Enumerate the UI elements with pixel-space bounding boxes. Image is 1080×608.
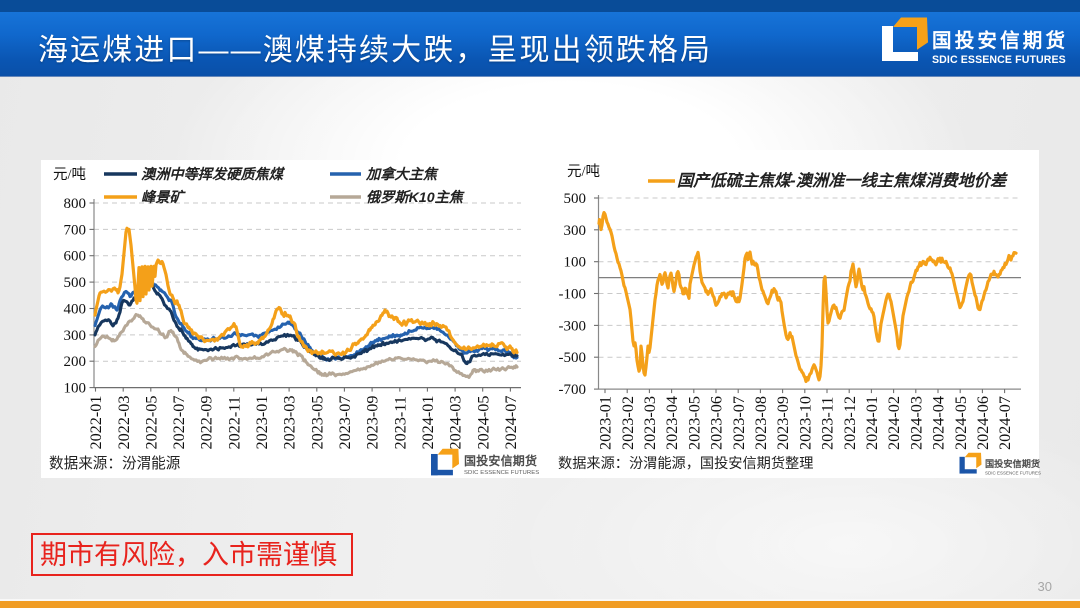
svg-text:数据来源：汾渭能源: 数据来源：汾渭能源 [49,455,181,472]
svg-text:加拿大主焦: 加拿大主焦 [365,166,439,183]
svg-text:2023-03: 2023-03 [281,396,299,450]
svg-text:2023-03: 2023-03 [641,396,659,450]
svg-text:2024-03: 2024-03 [447,396,465,450]
svg-text:-100: -100 [559,287,587,303]
svg-text:2024-02: 2024-02 [885,396,903,450]
svg-text:2023-12: 2023-12 [841,396,859,450]
svg-text:2023-09: 2023-09 [774,396,792,450]
svg-text:2024-04: 2024-04 [930,396,948,450]
svg-text:2022-01: 2022-01 [87,396,105,450]
svg-text:300: 300 [64,328,87,344]
svg-text:SDIC ESSENCE FUTURES: SDIC ESSENCE FUTURES [932,54,1066,66]
svg-text:-700: -700 [559,382,587,398]
svg-text:国产低硫主焦煤-澳洲准一线主焦煤消费地价差: 国产低硫主焦煤-澳洲准一线主焦煤消费地价差 [677,171,1008,190]
svg-text:国投安信期货: 国投安信期货 [985,458,1040,469]
svg-text:2023-06: 2023-06 [708,396,726,450]
svg-text:200: 200 [64,354,87,370]
svg-text:国投安信期货: 国投安信期货 [464,453,537,468]
svg-text:300: 300 [564,223,587,239]
svg-text:500: 500 [564,191,587,207]
svg-text:2023-09: 2023-09 [364,396,382,450]
svg-text:SDIC ESSENCE FUTURES: SDIC ESSENCE FUTURES [985,471,1041,476]
svg-text:2022-07: 2022-07 [170,396,188,450]
svg-text:2024-05: 2024-05 [474,396,492,450]
svg-text:2022-09: 2022-09 [198,396,216,450]
svg-text:峰景矿: 峰景矿 [141,189,186,206]
svg-text:2023-07: 2023-07 [730,396,748,450]
svg-text:2024-05: 2024-05 [952,396,970,450]
svg-text:2023-01: 2023-01 [253,396,271,450]
svg-text:元/吨: 元/吨 [567,163,600,180]
svg-text:600: 600 [64,249,87,265]
svg-text:澳洲中等挥发硬质焦煤: 澳洲中等挥发硬质焦煤 [141,166,286,183]
svg-text:2024-06: 2024-06 [974,396,992,450]
svg-text:2023-04: 2023-04 [663,396,681,450]
svg-text:2023-01: 2023-01 [597,396,615,450]
svg-text:2024-07: 2024-07 [502,396,520,450]
svg-text:400: 400 [64,302,87,318]
svg-text:-500: -500 [559,350,587,366]
svg-text:2023-05: 2023-05 [308,396,326,450]
svg-text:2023-07: 2023-07 [336,396,354,450]
svg-text:元/吨: 元/吨 [53,166,86,183]
svg-text:500: 500 [64,275,87,291]
svg-text:2024-03: 2024-03 [907,396,925,450]
svg-text:俄罗斯K10主焦: 俄罗斯K10主焦 [366,189,465,206]
svg-text:2022-11: 2022-11 [225,396,243,449]
svg-text:国投安信期货: 国投安信期货 [932,29,1068,52]
svg-text:2024-01: 2024-01 [863,396,881,450]
svg-text:2023-08: 2023-08 [752,396,770,450]
svg-text:100: 100 [564,255,587,271]
svg-text:2023-11: 2023-11 [391,396,409,449]
svg-text:700: 700 [64,222,87,238]
svg-text:100: 100 [64,381,87,397]
svg-text:2024-01: 2024-01 [419,396,437,450]
svg-text:2022-03: 2022-03 [115,396,133,450]
svg-text:2023-11: 2023-11 [819,397,837,450]
svg-text:2023-05: 2023-05 [685,396,703,450]
svg-text:800: 800 [64,196,87,212]
svg-text:2023-10: 2023-10 [796,396,814,450]
svg-text:2023-02: 2023-02 [619,396,637,450]
svg-text:SDIC ESSENCE FUTURES: SDIC ESSENCE FUTURES [464,470,539,476]
svg-text:2022-05: 2022-05 [142,396,160,450]
svg-text:数据来源：汾渭能源，国投安信期货整理: 数据来源：汾渭能源，国投安信期货整理 [558,456,813,472]
svg-text:2024-07: 2024-07 [996,396,1014,450]
svg-text:-300: -300 [559,318,587,334]
